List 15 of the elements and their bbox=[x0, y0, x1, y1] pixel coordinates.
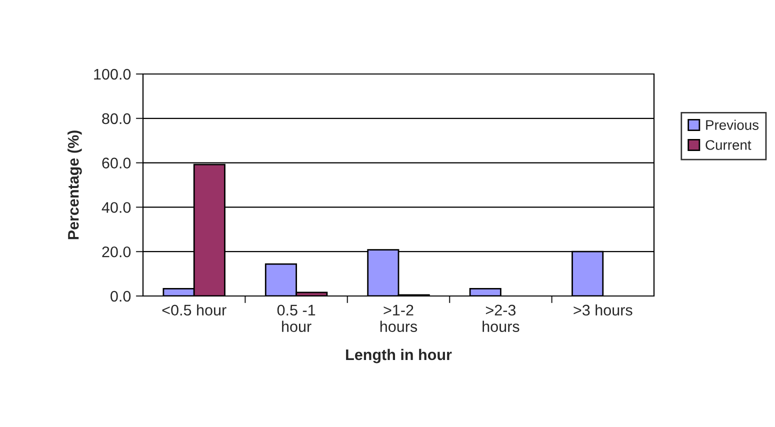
x-tick-label: >3 hours bbox=[574, 304, 632, 316]
legend-label: Previous bbox=[706, 120, 759, 130]
legend-label: Current bbox=[706, 140, 752, 150]
x-tick-label: >1-2 hours bbox=[380, 304, 418, 332]
x-axis-title: Length in hour bbox=[346, 348, 452, 364]
y-tick-label: 100.0 bbox=[94, 68, 131, 80]
y-tick-label: 80.0 bbox=[102, 113, 131, 124]
x-tick-label: >2-3 hours bbox=[482, 304, 520, 332]
x-tick-label: <0.5 hour bbox=[162, 304, 226, 316]
x-tick-label: 0.5 -1 hour bbox=[277, 304, 316, 332]
y-tick-label: 40.0 bbox=[102, 202, 131, 213]
y-tick-label: 60.0 bbox=[102, 158, 131, 168]
y-tick-label: 0.0 bbox=[110, 290, 131, 302]
y-axis-title: Percentage (%) bbox=[68, 130, 82, 240]
y-tick-label: 20.0 bbox=[102, 246, 131, 258]
